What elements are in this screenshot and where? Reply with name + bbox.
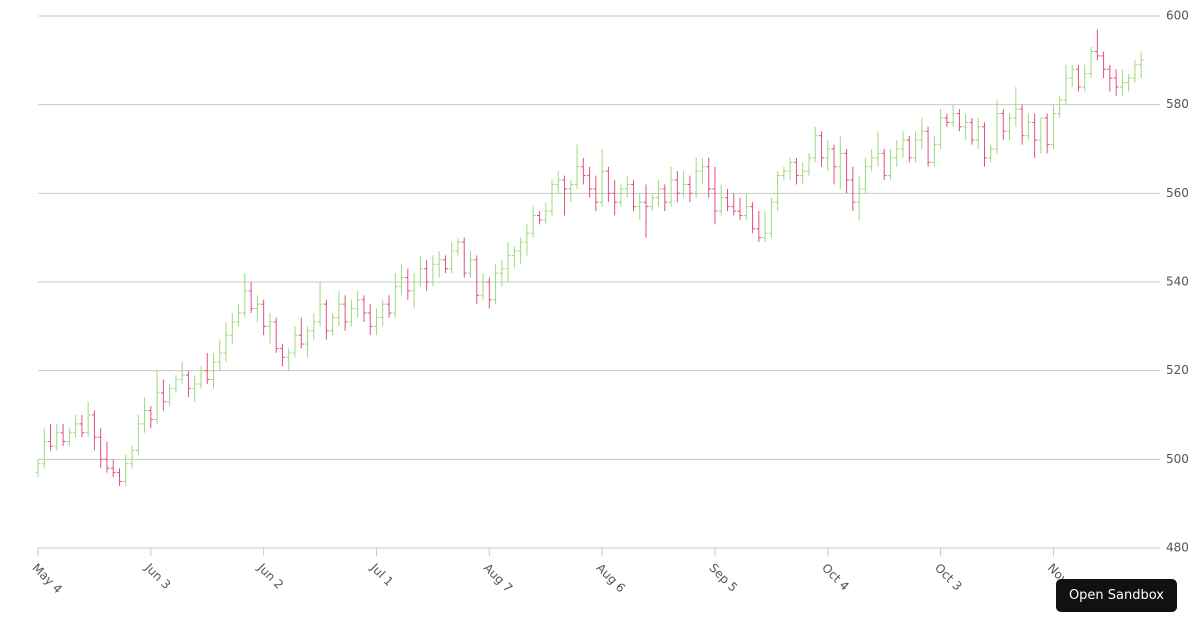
x-tick-label: Jul 1 — [367, 560, 396, 589]
y-tick-label: 540 — [1166, 275, 1189, 289]
y-tick-label: 560 — [1166, 186, 1189, 200]
x-tick-label: Aug 7 — [481, 561, 516, 596]
x-tick-label: Jun 2 — [254, 560, 286, 592]
y-tick-label: 480 — [1166, 541, 1189, 555]
y-tick-label: 580 — [1166, 97, 1189, 111]
open-sandbox-button[interactable]: Open Sandbox — [1055, 579, 1177, 612]
x-tick-label: Oct 3 — [932, 561, 965, 594]
x-tick-label: Jun 3 — [142, 560, 174, 592]
x-tick-label: Oct 4 — [819, 561, 852, 594]
x-tick-label: Sep 5 — [706, 561, 740, 595]
x-tick-label: May 4 — [29, 561, 65, 597]
y-tick-label: 600 — [1166, 9, 1189, 23]
y-tick-label: 520 — [1166, 363, 1189, 377]
x-tick-label: Aug 6 — [594, 561, 629, 596]
y-tick-label: 500 — [1166, 452, 1189, 466]
